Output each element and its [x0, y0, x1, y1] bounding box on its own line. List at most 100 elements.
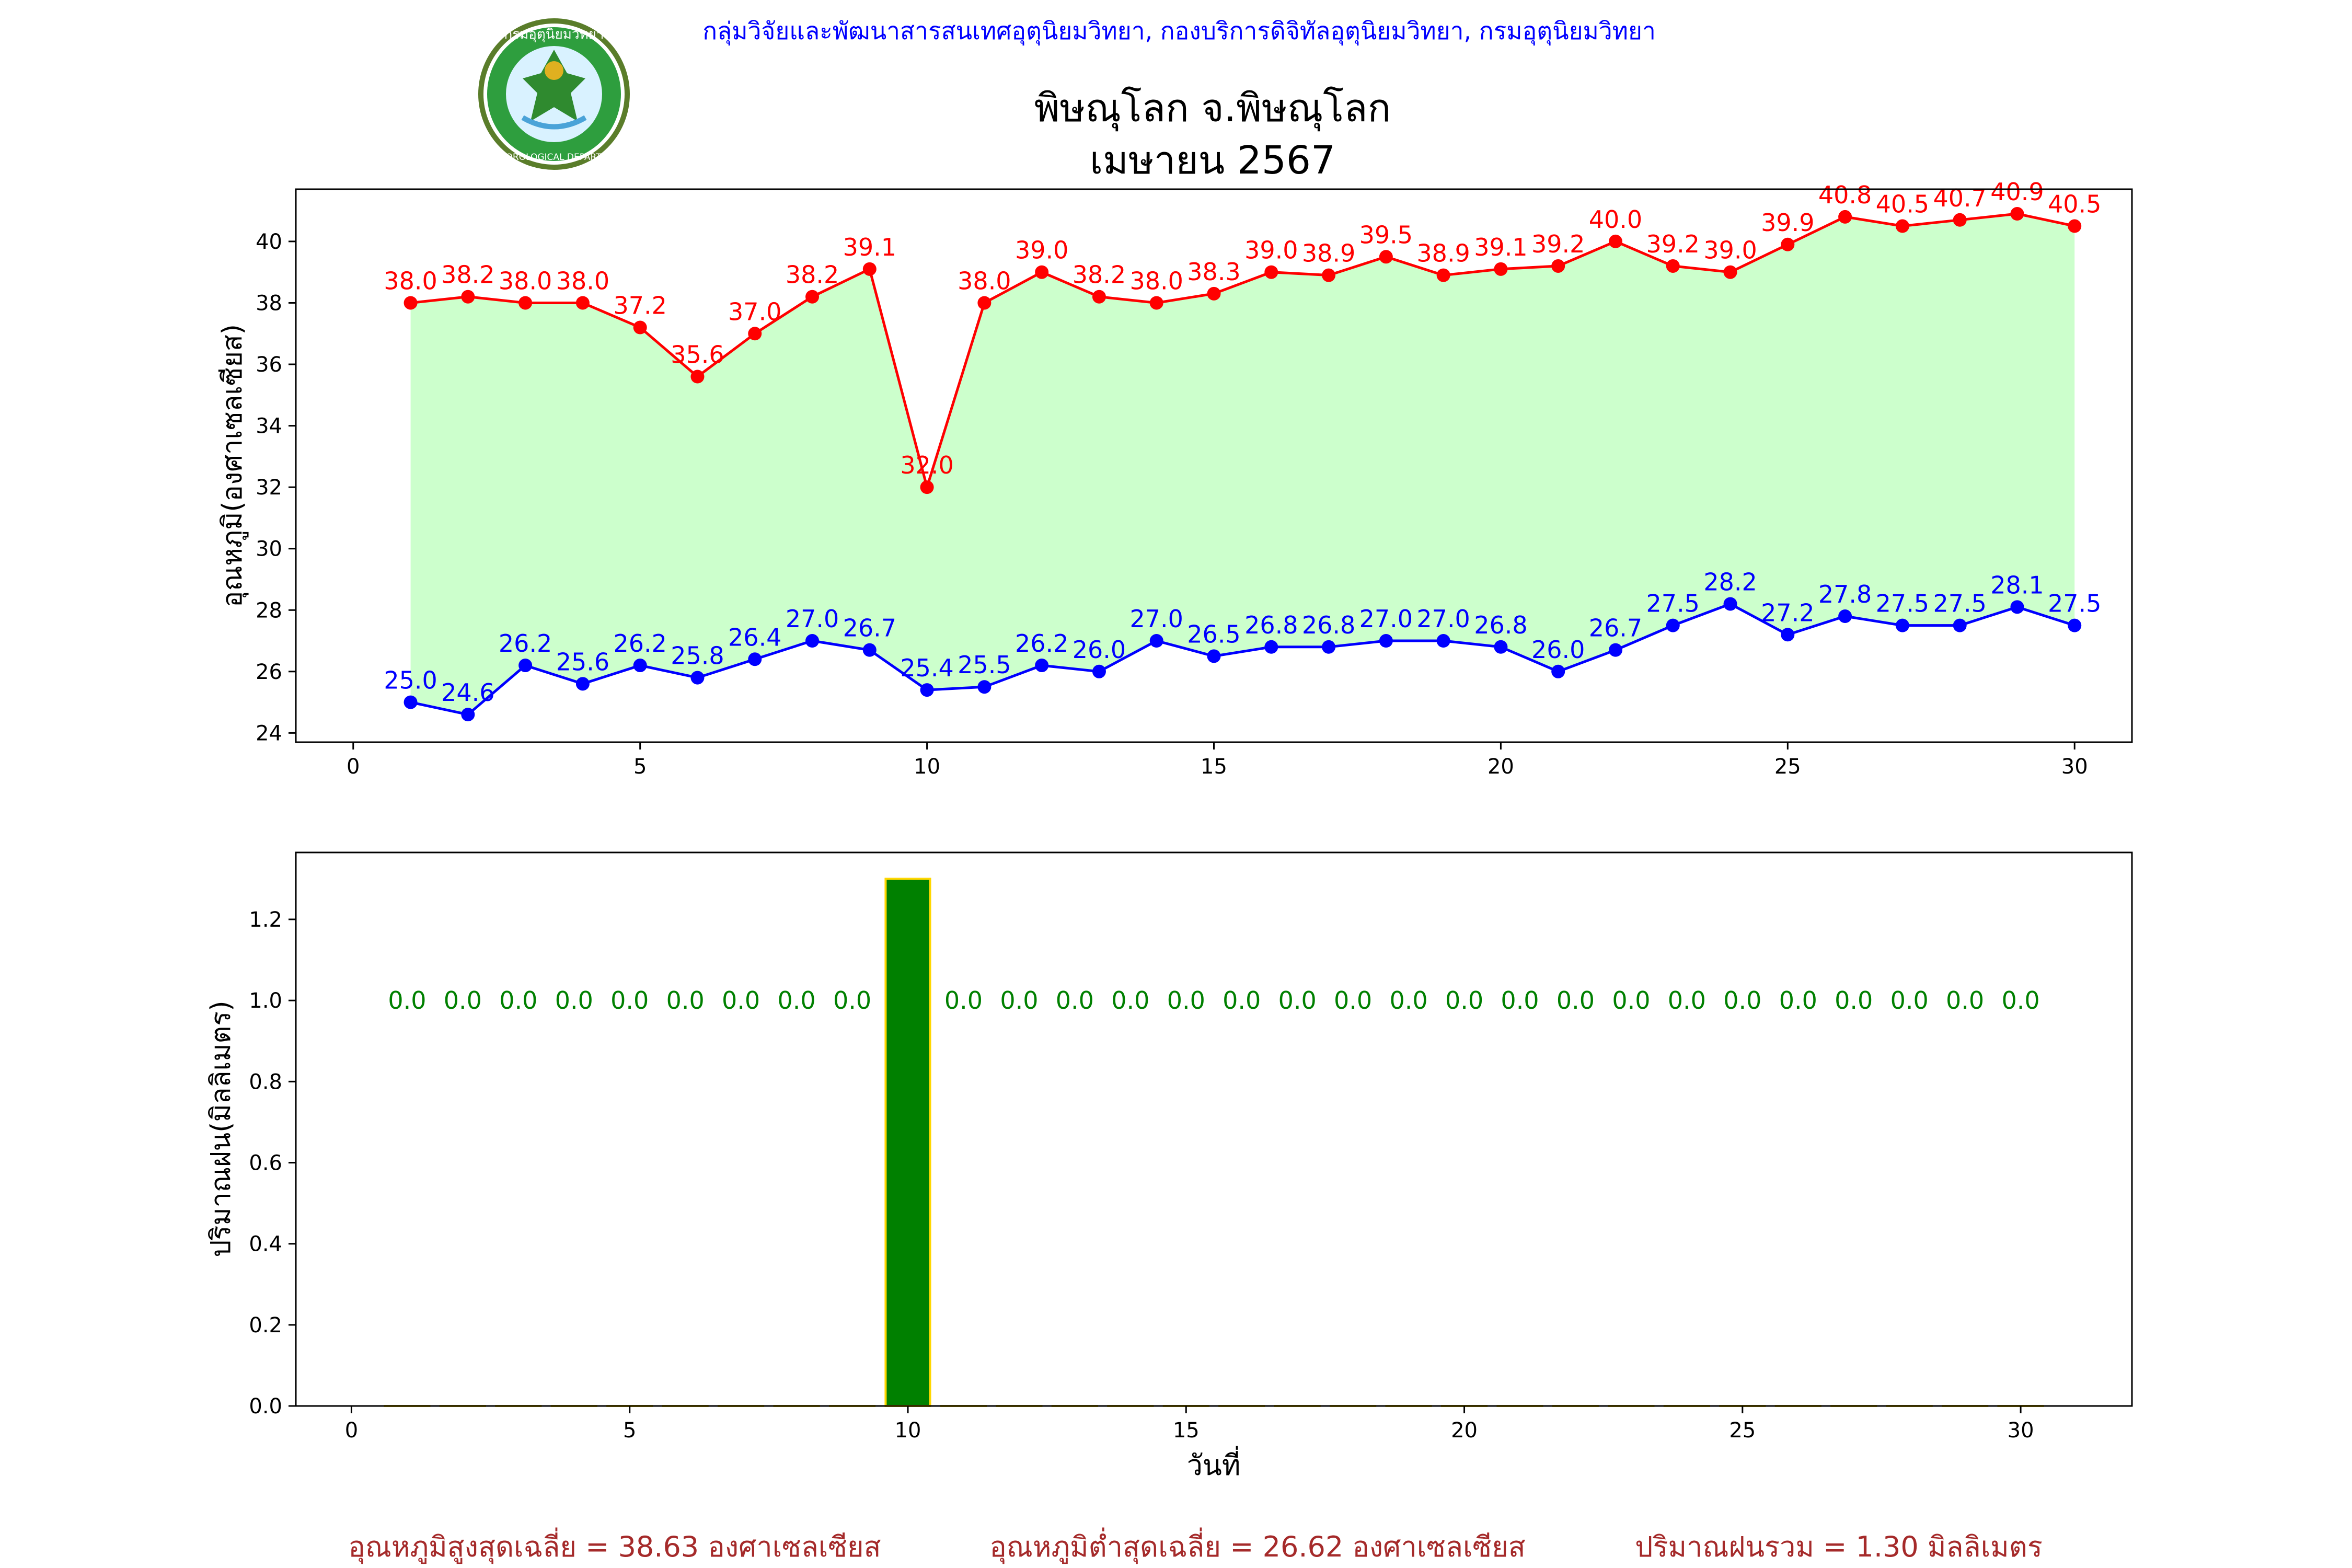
min-temperature-point [690, 671, 705, 685]
temperature-x-tick-label: 10 [914, 755, 940, 779]
min-temperature-point [633, 659, 647, 673]
max-temperature-label: 40.8 [1818, 181, 1872, 209]
rainfall-value-label: 0.0 [1390, 986, 1428, 1014]
max-temperature-label: 38.0 [958, 267, 1011, 295]
min-temperature-label: 27.5 [1876, 590, 1929, 618]
rainfall-x-tick-label: 10 [895, 1419, 921, 1443]
rainfall-x-tick-label: 0 [345, 1419, 358, 1443]
rainfall-y-tick-label: 1.2 [249, 908, 282, 932]
max-temperature-label: 38.0 [499, 267, 552, 295]
min-temperature-point [1149, 634, 1163, 648]
min-temperature-label: 28.2 [1703, 568, 1757, 596]
min-temperature-point [461, 708, 475, 722]
chart-title-line2: เมษายน 2567 [1090, 138, 1335, 183]
rainfall-value-label: 0.0 [778, 986, 816, 1014]
max-temperature-label: 38.0 [556, 267, 609, 295]
temperature-y-tick-label: 38 [256, 291, 282, 315]
min-temperature-point [403, 695, 418, 709]
temperature-y-tick-label: 36 [256, 353, 282, 377]
min-temperature-point [1207, 649, 1221, 663]
min-temperature-point [1322, 640, 1336, 654]
max-temperature-point [748, 327, 762, 341]
min-temperature-label: 26.5 [1187, 620, 1240, 648]
min-temperature-label: 25.4 [900, 654, 953, 682]
max-temperature-label: 39.1 [843, 233, 896, 261]
temperature-x-tick-label: 15 [1201, 755, 1227, 779]
rainfall-value-label: 0.0 [1334, 986, 1372, 1014]
min-temperature-point [1035, 659, 1049, 673]
max-temperature-point [403, 296, 418, 310]
rainfall-value-label: 0.0 [444, 986, 482, 1014]
rainfall-x-tick-label: 25 [1729, 1419, 1756, 1443]
min-temperature-label: 25.8 [671, 642, 724, 670]
rainfall-value-label: 0.0 [1445, 986, 1483, 1014]
temperature-x-tick-label: 5 [633, 755, 647, 779]
min-temperature-label: 26.8 [1474, 611, 1527, 639]
rainfall-value-label: 0.0 [833, 986, 871, 1014]
max-temperature-label: 40.5 [1876, 190, 1929, 218]
min-temperature-point [1838, 609, 1852, 624]
max-temperature-label: 38.2 [1073, 261, 1126, 289]
temperature-x-tick-label: 20 [1488, 755, 1514, 779]
rainfall-value-label: 0.0 [1835, 986, 1873, 1014]
min-temperature-label: 26.7 [1589, 614, 1642, 642]
min-temperature-label: 26.2 [499, 629, 552, 658]
logo-text-bottom: METEOROLOGICAL DEPARTMENT [481, 152, 627, 163]
rainfall-chart: 0.0 0.0 0.0 0.0 0.0 0.0 0.0 0.0 0.0 0.0 0.0 0.0 0.0 0… [205, 851, 2133, 1482]
max-temperature-label: 39.9 [1761, 209, 1814, 237]
max-temperature-label: 38.9 [1416, 239, 1470, 268]
max-temperature-point [1781, 237, 1795, 251]
temperature-x-tick-label: 0 [347, 755, 360, 779]
min-temperature-label: 26.8 [1302, 611, 1355, 639]
max-temperature-label: 39.0 [1244, 236, 1298, 264]
min-temperature-point [977, 680, 991, 694]
temperature-chart: 38.0 38.2 38.0 38.037.235.637.038.239.132.0… [217, 178, 2133, 779]
rainfall-x-tick-label: 30 [2008, 1419, 2034, 1443]
min-temperature-label: 25.5 [958, 651, 1011, 679]
min-temperature-point [1264, 640, 1278, 654]
max-temperature-point [862, 262, 877, 276]
rainfall-value-label: 0.0 [1167, 986, 1205, 1014]
max-temperature-point [920, 480, 934, 494]
rainfall-value-label: 0.0 [1723, 986, 1761, 1014]
agency-header: กลุ่มวิจัยและพัฒนาสารสนเทศอุตุนิยมวิทยา,… [702, 17, 1656, 46]
min-temperature-point [1494, 640, 1508, 654]
min-temperature-point [2010, 600, 2024, 614]
min-temperature-point [862, 643, 877, 657]
rainfall-x-tick-label: 15 [1173, 1419, 1200, 1443]
rainfall-value-label: 0.0 [1000, 986, 1038, 1014]
max-temperature-label: 32.0 [900, 451, 953, 479]
rainfall-value-label: 0.0 [1668, 986, 1706, 1014]
max-temperature-point [690, 370, 705, 384]
temperature-y-tick-label: 32 [256, 476, 282, 500]
max-temperature-point [1149, 296, 1163, 310]
min-temperature-point [1666, 618, 1680, 632]
max-temperature-point [805, 290, 820, 304]
temperature-x-tick-label: 25 [1774, 755, 1801, 779]
rainfall-value-label: 0.0 [388, 986, 426, 1014]
temperature-y-tick-label: 26 [256, 660, 282, 684]
min-temperature-point [1608, 643, 1622, 657]
min-temperature-label: 27.8 [1818, 580, 1872, 608]
min-temperature-point [1379, 634, 1393, 648]
rainfall-value-label: 0.0 [2002, 986, 2040, 1014]
rainfall-value-label: 0.0 [1056, 986, 1094, 1014]
max-temperature-point [1895, 219, 1909, 233]
max-temperature-label: 40.9 [1990, 178, 2044, 206]
rainfall-value-label: 0.0 [1557, 986, 1595, 1014]
max-temperature-label: 39.2 [1646, 230, 1700, 258]
max-temperature-point [1035, 265, 1049, 279]
max-temperature-point [1953, 213, 1967, 227]
rainfall-value-label: 0.0 [555, 986, 593, 1014]
min-temperature-point [1092, 664, 1106, 678]
max-temperature-point [1207, 286, 1221, 301]
max-temperature-point [2010, 207, 2024, 221]
rainfall-value-label: 0.0 [1890, 986, 1929, 1014]
max-temperature-point [633, 320, 647, 335]
min-temperature-point [1436, 634, 1450, 648]
min-temperature-point [518, 659, 533, 673]
rainfall-y-axis-label: ปริมาณฝน(มิลลิเมตร) [205, 1000, 237, 1257]
temperature-y-tick-label: 30 [256, 537, 282, 561]
rainfall-y-tick-label: 0.0 [249, 1394, 282, 1419]
